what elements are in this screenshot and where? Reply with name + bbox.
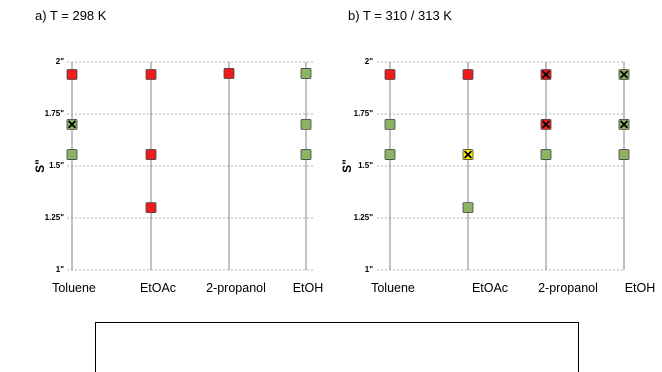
cross-marker <box>67 120 77 129</box>
charts-canvas: 1" 1.25" 1.5" 1.75" 2" S" Toluene EtOAc 2-propan… <box>33 57 655 295</box>
x-tick-label: 2-propanol <box>206 281 266 295</box>
x-tick-label: EtOAc <box>472 281 508 295</box>
x-tick-label: Toluene <box>52 281 96 295</box>
data-point-green <box>384 119 396 130</box>
chart-panel-1: 1" 1.25" 1.5" 1.75" 2" S" Toluene EtOAc 2-propan… <box>340 57 655 295</box>
cross-marker <box>541 120 551 129</box>
x-tick-label: 2-propanol <box>538 281 598 295</box>
y-tick-label: 1.5" <box>358 161 373 170</box>
y-tick-label: 2" <box>365 57 373 66</box>
y-tick-label: 1.25" <box>45 213 65 222</box>
data-point-green <box>300 149 312 160</box>
data-point-green <box>66 149 78 160</box>
data-point-red <box>145 202 157 214</box>
data-point-green <box>384 149 396 160</box>
cross-marker <box>619 70 629 79</box>
x-tick-label: EtOAc <box>140 281 176 295</box>
x-tick-label: EtOH <box>293 281 324 295</box>
data-point-red <box>145 149 157 160</box>
x-tick-label: Toluene <box>371 281 415 295</box>
y-tick-label: 1" <box>56 265 64 274</box>
data-point-red <box>223 68 235 79</box>
data-point-red <box>384 69 396 80</box>
panel-b-title: b) T = 310 / 313 K <box>348 8 452 23</box>
y-tick-label: 2" <box>56 57 64 66</box>
data-point-green <box>618 149 630 160</box>
data-point-red <box>145 69 157 80</box>
data-point-green <box>300 119 312 130</box>
y-axis-label: S" <box>33 159 47 173</box>
y-tick-label: 1.5" <box>49 161 64 170</box>
x-tick-label: EtOH <box>625 281 656 295</box>
data-point-green <box>540 149 552 160</box>
y-tick-label: 1.75" <box>354 109 374 118</box>
panel-a-title: a) T = 298 K <box>35 8 107 23</box>
y-axis-label: S" <box>340 159 354 173</box>
cross-marker <box>463 150 473 159</box>
data-point-red <box>66 69 78 80</box>
cross-marker <box>619 120 629 129</box>
data-point-green <box>300 68 312 79</box>
chart-panel-0: 1" 1.25" 1.5" 1.75" 2" S" Toluene EtOAc 2-propan… <box>33 57 323 295</box>
data-point-red <box>462 69 474 80</box>
empty-text-box <box>95 322 579 372</box>
cross-marker <box>541 70 551 79</box>
y-tick-label: 1.75" <box>45 109 65 118</box>
y-tick-label: 1" <box>365 265 373 274</box>
y-tick-label: 1.25" <box>354 213 374 222</box>
data-point-green <box>462 202 474 214</box>
